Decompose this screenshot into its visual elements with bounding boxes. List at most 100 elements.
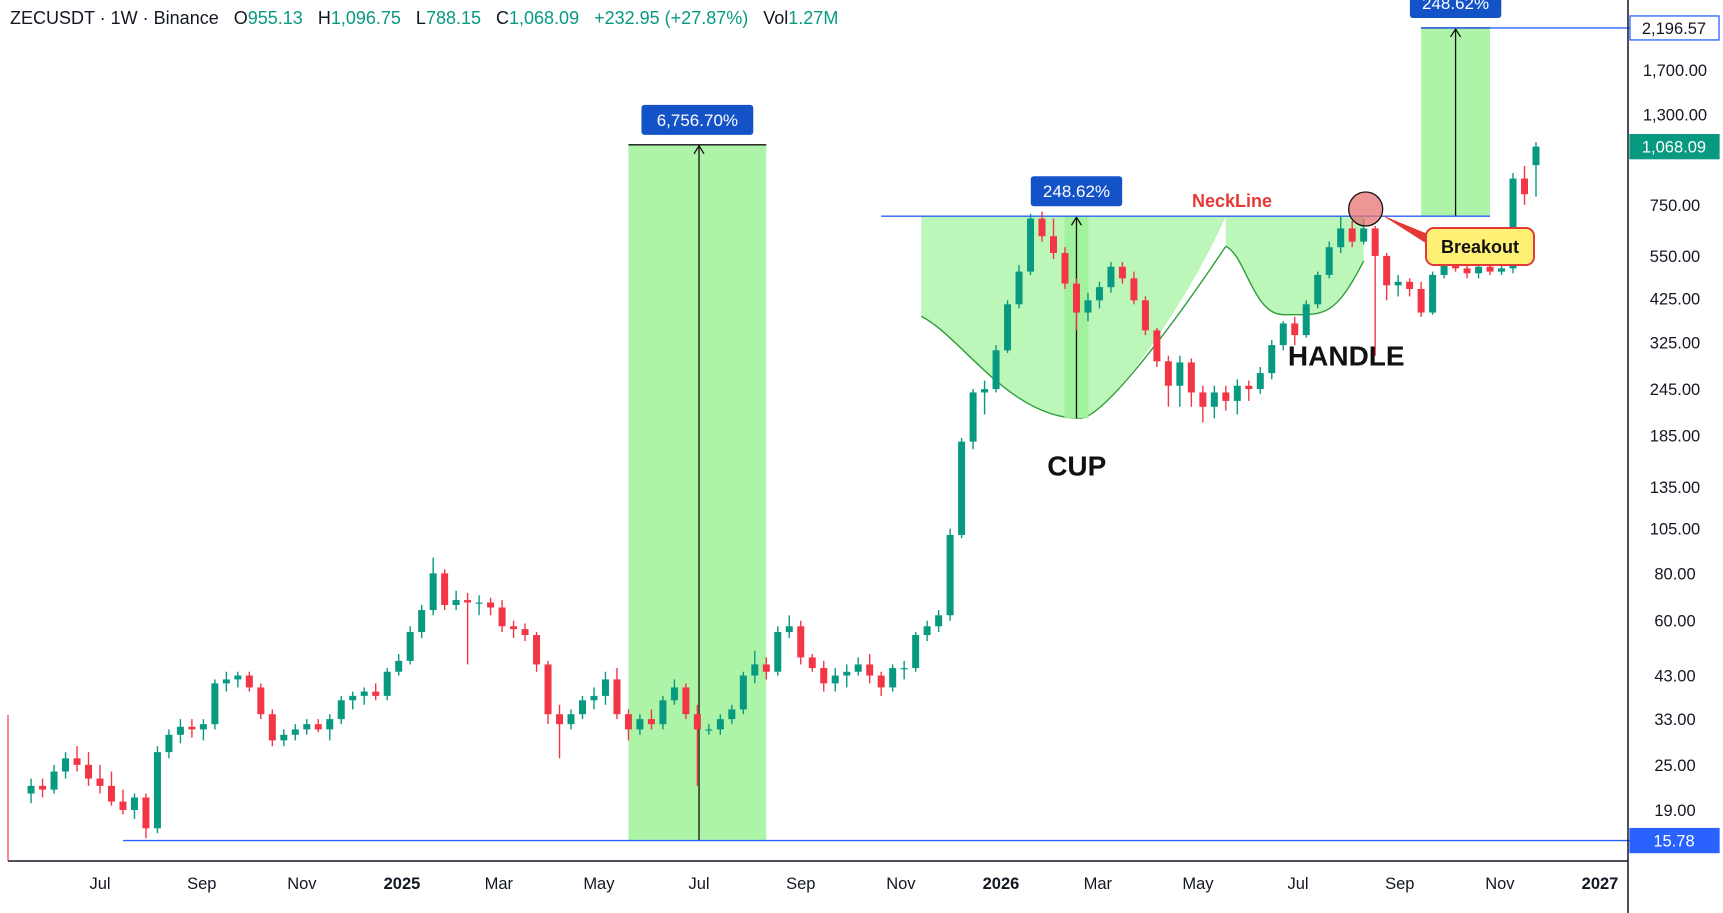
candle[interactable] xyxy=(751,650,759,684)
candle[interactable] xyxy=(958,437,966,539)
candle[interactable] xyxy=(1406,278,1414,297)
candle[interactable] xyxy=(1118,262,1126,284)
candle[interactable] xyxy=(774,626,782,676)
candle[interactable] xyxy=(245,671,253,692)
candle[interactable] xyxy=(1302,300,1310,338)
candle[interactable] xyxy=(624,709,632,741)
candle[interactable] xyxy=(544,660,552,725)
candle[interactable] xyxy=(383,668,391,701)
candle[interactable] xyxy=(1325,241,1333,279)
candle[interactable] xyxy=(176,719,184,744)
candle[interactable] xyxy=(1027,213,1035,275)
candle[interactable] xyxy=(556,704,564,759)
candle[interactable] xyxy=(73,746,81,772)
candle[interactable] xyxy=(1164,355,1172,407)
candle[interactable] xyxy=(1038,211,1046,242)
candle[interactable] xyxy=(647,709,655,730)
candle[interactable] xyxy=(1095,281,1103,309)
candle[interactable] xyxy=(234,671,242,688)
candle[interactable] xyxy=(452,590,460,611)
candle[interactable] xyxy=(441,569,449,611)
candle[interactable] xyxy=(1429,271,1437,315)
candle[interactable] xyxy=(280,729,288,747)
breakout-box[interactable] xyxy=(1425,226,1535,266)
candle[interactable] xyxy=(877,671,885,696)
candle[interactable] xyxy=(107,771,115,806)
candle[interactable] xyxy=(1004,300,1012,353)
breakout-circle[interactable] xyxy=(1348,191,1384,227)
candle[interactable] xyxy=(1141,296,1149,336)
candle[interactable] xyxy=(785,615,793,639)
candle[interactable] xyxy=(820,660,828,692)
candle[interactable] xyxy=(601,671,609,705)
candle[interactable] xyxy=(716,714,724,735)
candle[interactable] xyxy=(1050,218,1058,259)
candle[interactable] xyxy=(199,719,207,741)
candle[interactable] xyxy=(1394,274,1402,297)
candle[interactable] xyxy=(1279,321,1287,351)
candle[interactable] xyxy=(682,683,690,720)
candle[interactable] xyxy=(1233,379,1241,415)
candle[interactable] xyxy=(1061,247,1069,289)
candle[interactable] xyxy=(1107,262,1115,293)
candle[interactable] xyxy=(349,691,357,710)
symbol-label[interactable]: ZECUSDT · 1W · Binance xyxy=(10,8,219,28)
candle[interactable] xyxy=(303,719,311,735)
candle[interactable] xyxy=(797,620,805,665)
candle[interactable] xyxy=(935,610,943,633)
candle[interactable] xyxy=(1176,355,1184,407)
candle[interactable] xyxy=(969,389,977,450)
candle[interactable] xyxy=(762,657,770,680)
candle[interactable] xyxy=(1084,292,1092,322)
candle[interactable] xyxy=(464,592,472,665)
candle[interactable] xyxy=(268,709,276,747)
candle[interactable] xyxy=(1291,316,1299,346)
candle[interactable] xyxy=(211,679,219,730)
candle[interactable] xyxy=(992,345,1000,393)
candle[interactable] xyxy=(257,683,265,720)
candle[interactable] xyxy=(326,714,334,741)
candle[interactable] xyxy=(946,528,954,621)
candle[interactable] xyxy=(188,719,196,738)
candle[interactable] xyxy=(487,597,495,616)
candle[interactable] xyxy=(1222,385,1230,411)
candle[interactable] xyxy=(590,687,598,710)
candle[interactable] xyxy=(429,557,437,616)
candle[interactable] xyxy=(360,687,368,705)
candle[interactable] xyxy=(314,719,322,733)
candle[interactable] xyxy=(1337,216,1345,253)
candle[interactable] xyxy=(27,778,35,804)
candle[interactable] xyxy=(119,789,127,815)
candle[interactable] xyxy=(923,620,931,642)
candle[interactable] xyxy=(705,724,713,735)
candle[interactable] xyxy=(85,752,93,786)
candle[interactable] xyxy=(291,724,299,741)
candle[interactable] xyxy=(50,764,58,794)
candle[interactable] xyxy=(567,709,575,730)
candle[interactable] xyxy=(1199,385,1207,423)
candle[interactable] xyxy=(739,671,747,715)
candle[interactable] xyxy=(39,778,47,798)
candle[interactable] xyxy=(1417,281,1425,317)
candle[interactable] xyxy=(222,671,230,692)
candle[interactable] xyxy=(843,664,851,688)
candle[interactable] xyxy=(1187,358,1195,407)
candle[interactable] xyxy=(1521,165,1529,205)
candle[interactable] xyxy=(96,764,104,794)
price-badge-2[interactable] xyxy=(1629,134,1720,160)
candle[interactable] xyxy=(808,654,816,672)
candle[interactable] xyxy=(406,626,414,665)
candle[interactable] xyxy=(900,660,908,680)
candle[interactable] xyxy=(1383,252,1391,301)
candle[interactable] xyxy=(533,632,541,672)
candle[interactable] xyxy=(889,664,897,692)
candle[interactable] xyxy=(1153,328,1161,368)
price-badge-3[interactable] xyxy=(1629,827,1720,854)
candle[interactable] xyxy=(337,695,345,725)
candle[interactable] xyxy=(510,620,518,639)
candle[interactable] xyxy=(130,793,138,819)
candle[interactable] xyxy=(1348,220,1356,248)
candle[interactable] xyxy=(475,595,483,616)
candle[interactable] xyxy=(1268,340,1276,380)
